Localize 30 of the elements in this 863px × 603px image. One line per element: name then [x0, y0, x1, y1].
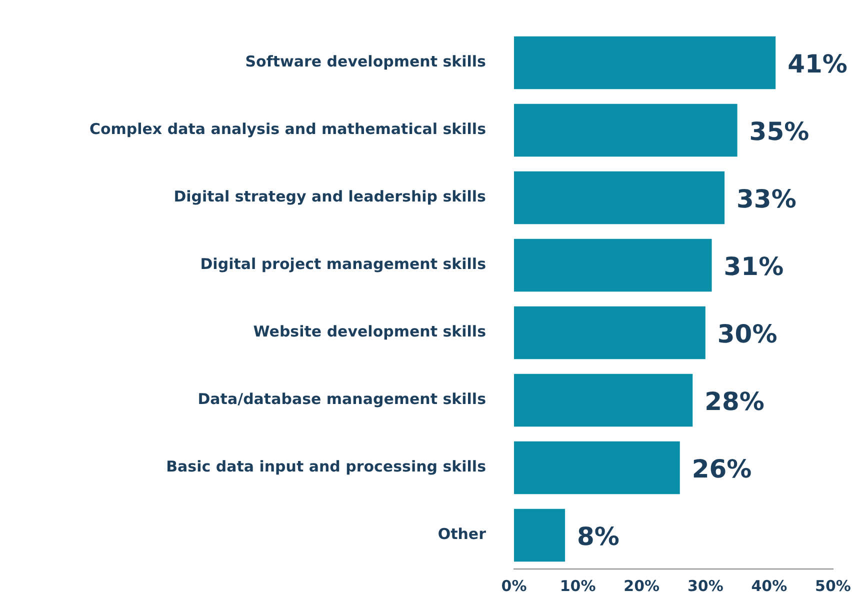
x-tick-label: 0% — [501, 576, 527, 595]
data-label: 26% — [692, 454, 752, 484]
bar — [514, 104, 738, 157]
x-tick-label: 20% — [624, 576, 660, 595]
bar — [514, 508, 566, 562]
bar — [514, 441, 680, 494]
bar — [514, 238, 712, 292]
bar — [514, 306, 706, 360]
y-tick-label: Other — [438, 525, 487, 544]
data-label: 28% — [704, 386, 764, 416]
bar — [514, 171, 725, 224]
y-tick-label: Data/database management skills — [198, 390, 486, 408]
y-tick-label: Complex data analysis and mathematical skills — [89, 120, 486, 138]
data-label: 31% — [724, 252, 784, 281]
data-label: 8% — [577, 522, 620, 551]
y-tick-label: Basic data input and processing skills — [166, 458, 486, 476]
data-label: 35% — [749, 116, 810, 146]
data-label: 41% — [788, 49, 848, 78]
y-tick-label: Website development skills — [253, 322, 486, 341]
x-tick-label: 40% — [751, 576, 788, 595]
x-tick-label: 50% — [815, 576, 851, 595]
y-tick-label: Software development skills — [245, 52, 486, 71]
bar — [514, 374, 693, 427]
bar — [514, 36, 776, 90]
y-tick-label: Digital project management skills — [200, 255, 486, 274]
x-tick-label: 30% — [687, 576, 724, 595]
data-label: 33% — [736, 184, 796, 214]
data-label: 30% — [717, 319, 778, 348]
y-tick-label: Digital strategy and leadership skills — [174, 188, 486, 206]
x-tick-label: 10% — [560, 576, 596, 595]
